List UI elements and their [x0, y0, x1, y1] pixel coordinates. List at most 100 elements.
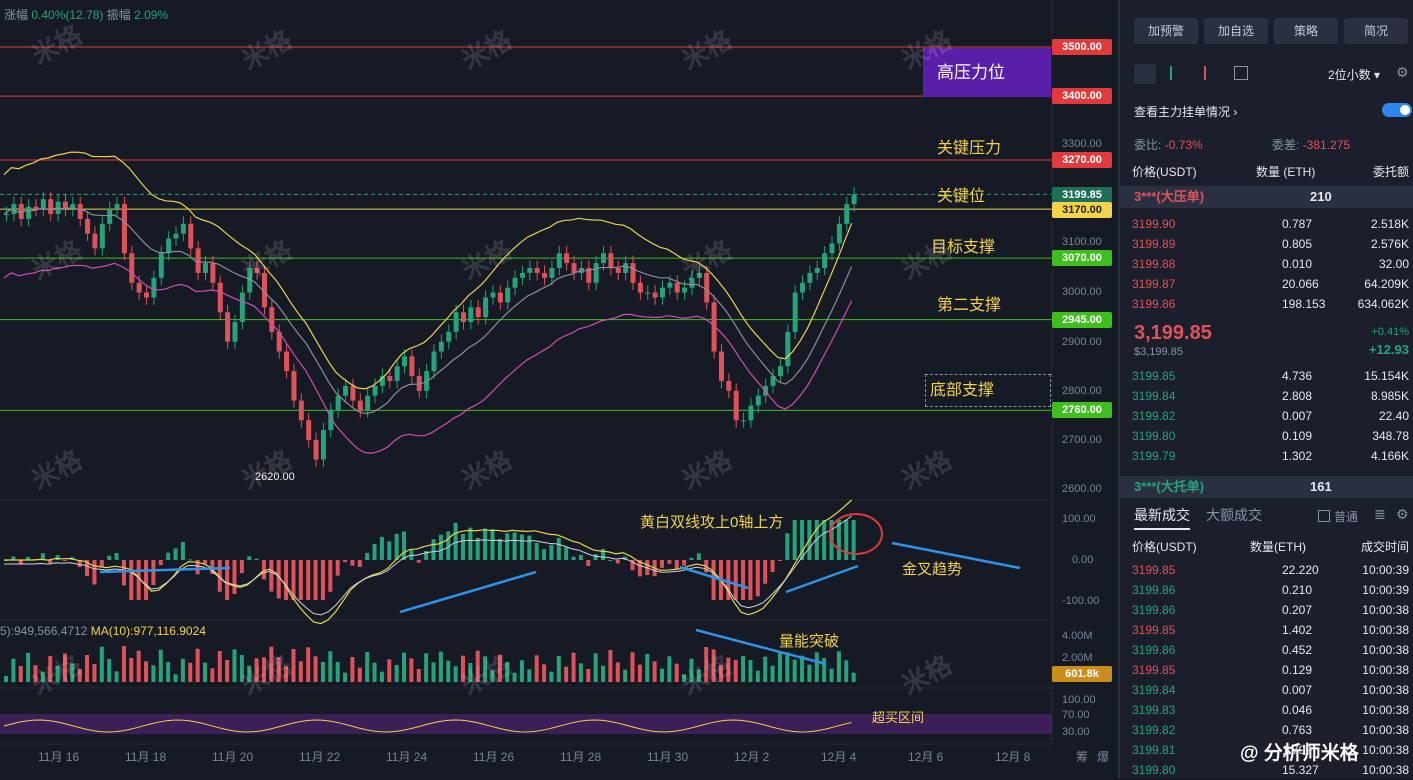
volume-bar: [527, 669, 532, 682]
macd-bar: [468, 527, 473, 560]
date-tick: 11月 26: [473, 750, 515, 764]
volume-bar: [733, 660, 738, 682]
layout-bids-icon[interactable]: [1170, 66, 1186, 80]
tab-large-trades[interactable]: 大额成交: [1206, 507, 1262, 523]
depth-toggle-label[interactable]: 查看主力挂单情况 ›: [1134, 105, 1238, 119]
candle-body: [387, 376, 393, 381]
ask-row[interactable]: 3199.88 0.010 32.00: [1132, 254, 1409, 274]
candlestick-chart[interactable]: [0, 0, 1118, 778]
layout-expand-icon[interactable]: [1234, 66, 1248, 80]
macd-bar: [114, 553, 119, 560]
row-qty: 20.066: [1282, 277, 1319, 291]
macd-bar: [48, 560, 53, 564]
volume-bar: [203, 662, 208, 682]
macd-bar: [365, 553, 370, 560]
chart-area[interactable]: 涨幅 0.40%(12.78) 振幅 2.09% 3500.00 3400.00…: [0, 0, 1118, 778]
bid-row[interactable]: 3199.82 0.007 22.40: [1132, 406, 1409, 426]
ask-row[interactable]: 3199.90 0.787 2.518K: [1132, 214, 1409, 234]
macd-bar: [733, 560, 738, 600]
add-watchlist-button[interactable]: 加自选: [1204, 18, 1268, 44]
ratio-value: -0.73%: [1164, 138, 1203, 152]
macd-bar: [446, 531, 451, 560]
macd-bar: [682, 560, 687, 566]
trade-time: 10:00:38: [1362, 663, 1409, 677]
settings-icon[interactable]: ⚙: [1396, 64, 1409, 80]
decimals-select[interactable]: 2位小数 ▾: [1328, 68, 1381, 82]
bid-row[interactable]: 3199.85 4.736 15.154K: [1132, 366, 1409, 386]
volume-bar: [630, 652, 635, 682]
axis-2700: 2700.00: [1062, 434, 1102, 446]
ask-row[interactable]: 3199.89 0.805 2.576K: [1132, 234, 1409, 254]
axis-rsi-30: 30.00: [1062, 726, 1090, 738]
macd-bar: [534, 542, 539, 560]
macd-bar: [836, 520, 841, 560]
volume-break-label: 量能突破: [779, 633, 840, 650]
candle-body: [741, 420, 747, 422]
row-price: 3199.90: [1132, 217, 1176, 231]
overview-button[interactable]: 简况: [1344, 18, 1408, 44]
bid-row[interactable]: 3199.79 1.302 4.166K: [1132, 446, 1409, 466]
candle-body: [571, 263, 577, 273]
macd-bar: [144, 560, 149, 600]
decimals-value: 2位小数: [1328, 68, 1371, 82]
macd-bar: [269, 560, 274, 592]
date-tick: 11月 20: [212, 750, 254, 764]
candle-body: [468, 307, 474, 323]
trade-qty: 1.402: [1282, 623, 1313, 637]
normal-checkbox[interactable]: [1318, 510, 1330, 522]
candle-body: [269, 307, 275, 332]
corner-burst-icon[interactable]: 爆: [1097, 750, 1110, 764]
volume-bar: [4, 676, 8, 682]
overbought-label: 超买区间: [872, 710, 925, 725]
price-tag-3170: 3170.00: [1052, 202, 1112, 218]
trade-row: 3199.85 1.402 10:00:38: [1132, 620, 1409, 640]
bid-row[interactable]: 3199.80 0.109 348.78: [1132, 426, 1409, 446]
ask-row[interactable]: 3199.87 20.066 64.209K: [1132, 274, 1409, 294]
macd-bar: [210, 560, 215, 574]
col-qty[interactable]: 数量 (ETH): [1256, 165, 1316, 179]
corner-chip-icon[interactable]: 筹: [1076, 750, 1089, 764]
add-alert-button[interactable]: 加预警: [1134, 18, 1198, 44]
trade-settings-icon[interactable]: ⚙: [1396, 506, 1409, 522]
axis-3300: 3300.00: [1062, 138, 1102, 150]
trade-price: 3199.85: [1132, 563, 1176, 577]
macd-bar: [564, 547, 569, 560]
col-price: 价格(USDT): [1132, 165, 1197, 179]
tab-latest-trades[interactable]: 最新成交: [1134, 505, 1190, 530]
macd-bar: [225, 560, 230, 600]
candle-body: [483, 297, 489, 318]
macd-bar: [217, 560, 222, 592]
macd-bar: [158, 560, 163, 566]
macd-bar: [453, 522, 458, 560]
volume-bar: [564, 666, 569, 682]
macd-bar: [195, 560, 200, 575]
bid-row[interactable]: 3199.84 2.808 8.985K: [1132, 386, 1409, 406]
candle-body: [217, 282, 223, 313]
axis-macd-0: 0.00: [1072, 554, 1094, 566]
macd-bar: [505, 533, 510, 560]
candle-body: [593, 263, 599, 283]
depth-toggle[interactable]: [1382, 103, 1412, 117]
date-tick: 11月 28: [560, 750, 602, 764]
layout-both-icon[interactable]: [1134, 64, 1156, 84]
candle-body: [438, 341, 444, 352]
strategy-button[interactable]: 策略: [1274, 18, 1338, 44]
filter-icon[interactable]: ≣: [1374, 506, 1386, 522]
col-total[interactable]: 委托额: [1372, 165, 1409, 179]
candle-body: [379, 376, 385, 386]
date-tick: 12月 6: [908, 750, 944, 764]
price-tag-3400: 3400.00: [1052, 88, 1112, 104]
layout-asks-icon[interactable]: [1204, 66, 1220, 80]
volume-bar: [409, 658, 414, 682]
candle-body: [844, 204, 850, 224]
ask-row[interactable]: 3199.86 198.153 634.062K: [1132, 294, 1409, 314]
ma-legend: 5):949,566.4712 MA(10):977,116.9024: [0, 624, 206, 638]
macd-bar: [77, 560, 82, 567]
macd-bar: [475, 537, 480, 560]
trade-col-qty[interactable]: 数量(ETH): [1250, 540, 1306, 554]
volume-bar: [254, 658, 259, 682]
candle-body: [144, 292, 150, 298]
volume-bar: [188, 662, 193, 682]
volume-bar: [682, 674, 687, 682]
row-total: 32.00: [1378, 257, 1409, 271]
